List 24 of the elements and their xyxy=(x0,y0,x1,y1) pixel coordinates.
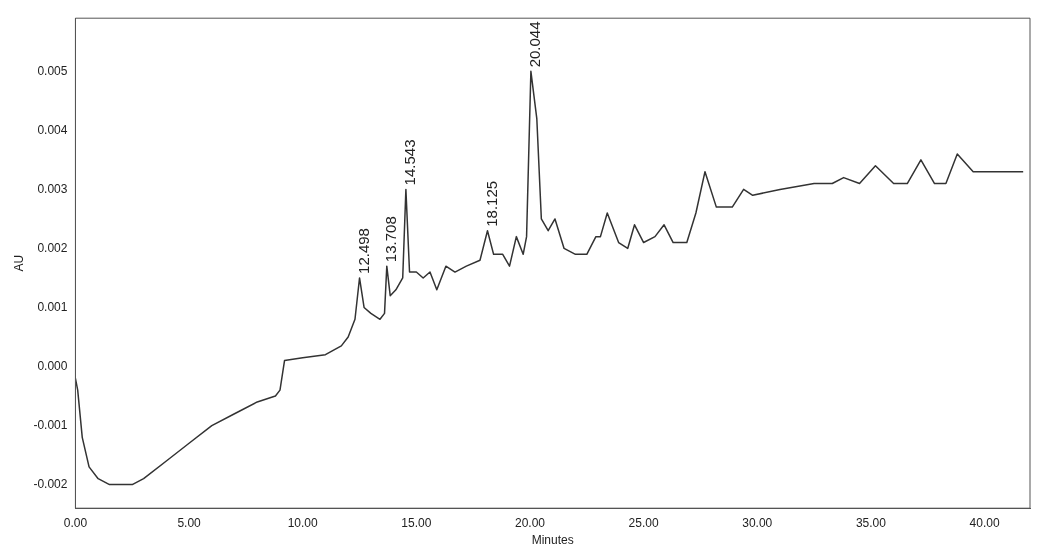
annotation: 18.125 xyxy=(482,180,500,227)
annotation: 12.498 xyxy=(354,228,372,274)
y-tick-label: 0.005 xyxy=(37,63,68,78)
x-tick-label: 25.00 xyxy=(628,515,659,530)
y-axis-title: AU xyxy=(11,254,26,272)
x-tick-label: 10.00 xyxy=(287,515,319,530)
annotation: 20.044 xyxy=(526,21,544,68)
x-tick-label: 40.00 xyxy=(969,515,1000,530)
y-tick-label: 0.003 xyxy=(37,181,68,196)
y-tick-label: -0.001 xyxy=(33,417,68,432)
y-tick-label: 0.001 xyxy=(37,299,68,314)
x-tick-label: 30.00 xyxy=(742,515,773,530)
x-tick-label: 15.00 xyxy=(401,515,432,530)
y-tick-label: 0.002 xyxy=(37,240,68,255)
y-tick-label: 0.004 xyxy=(37,122,68,137)
y-tick-label: 0.000 xyxy=(37,358,68,373)
y-tick-label: -0.002 xyxy=(33,476,68,491)
annotation: 13.708 xyxy=(381,216,399,263)
x-axis-title: Minutes xyxy=(531,533,574,548)
annotation: 14.543 xyxy=(401,139,419,186)
x-tick-label: 35.00 xyxy=(855,515,887,530)
x-tick-label: 5.00 xyxy=(177,515,202,530)
x-tick-label: 0.00 xyxy=(63,515,88,530)
x-tick-label: 20.00 xyxy=(514,515,546,530)
